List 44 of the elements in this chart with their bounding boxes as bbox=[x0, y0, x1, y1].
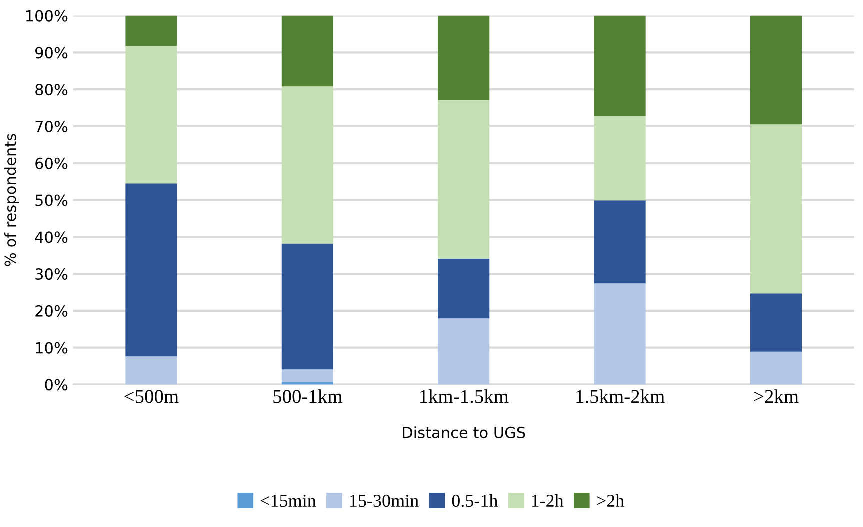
y-tick-label: 50% bbox=[36, 194, 68, 206]
bar bbox=[438, 16, 490, 100]
y-tick-label: 60% bbox=[36, 158, 68, 170]
y-tick-label: 80% bbox=[36, 84, 68, 96]
bar bbox=[126, 356, 178, 385]
bar bbox=[750, 294, 802, 352]
x-tick-label: 500-1km bbox=[274, 390, 342, 404]
y-tick-label: 10% bbox=[36, 342, 68, 354]
y-tick-label: 40% bbox=[35, 232, 68, 244]
bar bbox=[282, 382, 334, 385]
bar bbox=[594, 116, 646, 201]
x-axis-title: Distance to UGS bbox=[403, 426, 526, 438]
bar bbox=[594, 200, 646, 284]
x-tick-label: 1.5km-2km bbox=[576, 390, 665, 404]
bar bbox=[282, 370, 334, 382]
bar bbox=[750, 16, 802, 125]
legend-label: 0.5-1h bbox=[452, 494, 498, 508]
legend-label: 1-2h bbox=[532, 494, 564, 507]
y-tick-label: 90% bbox=[36, 47, 68, 59]
bar bbox=[126, 184, 178, 357]
bar bbox=[438, 100, 490, 259]
bar bbox=[126, 46, 178, 184]
bar bbox=[438, 318, 490, 385]
bar bbox=[594, 284, 646, 385]
legend-label: >2h bbox=[597, 494, 624, 507]
bar bbox=[126, 16, 178, 46]
bar bbox=[282, 86, 334, 244]
bar bbox=[438, 258, 490, 319]
x-tick-label: 1km-1.5km bbox=[420, 390, 509, 404]
legend-label: <15min bbox=[260, 494, 316, 508]
y-tick-label: 0% bbox=[45, 379, 68, 391]
y-tick-label: 70% bbox=[36, 120, 68, 132]
y-tick-label: 20% bbox=[36, 305, 68, 317]
y-tick-label: 30% bbox=[36, 268, 68, 280]
bar bbox=[282, 16, 334, 87]
y-axis-title: % of respondents bbox=[4, 134, 20, 266]
legend-label: 15-30min bbox=[350, 494, 419, 508]
bar bbox=[594, 16, 646, 116]
bar bbox=[750, 124, 802, 294]
x-tick-label: <500m bbox=[124, 390, 179, 404]
bar bbox=[282, 244, 334, 370]
bar bbox=[750, 352, 802, 385]
y-tick-label: 100% bbox=[26, 10, 68, 22]
x-tick-label: >2km bbox=[754, 390, 799, 404]
